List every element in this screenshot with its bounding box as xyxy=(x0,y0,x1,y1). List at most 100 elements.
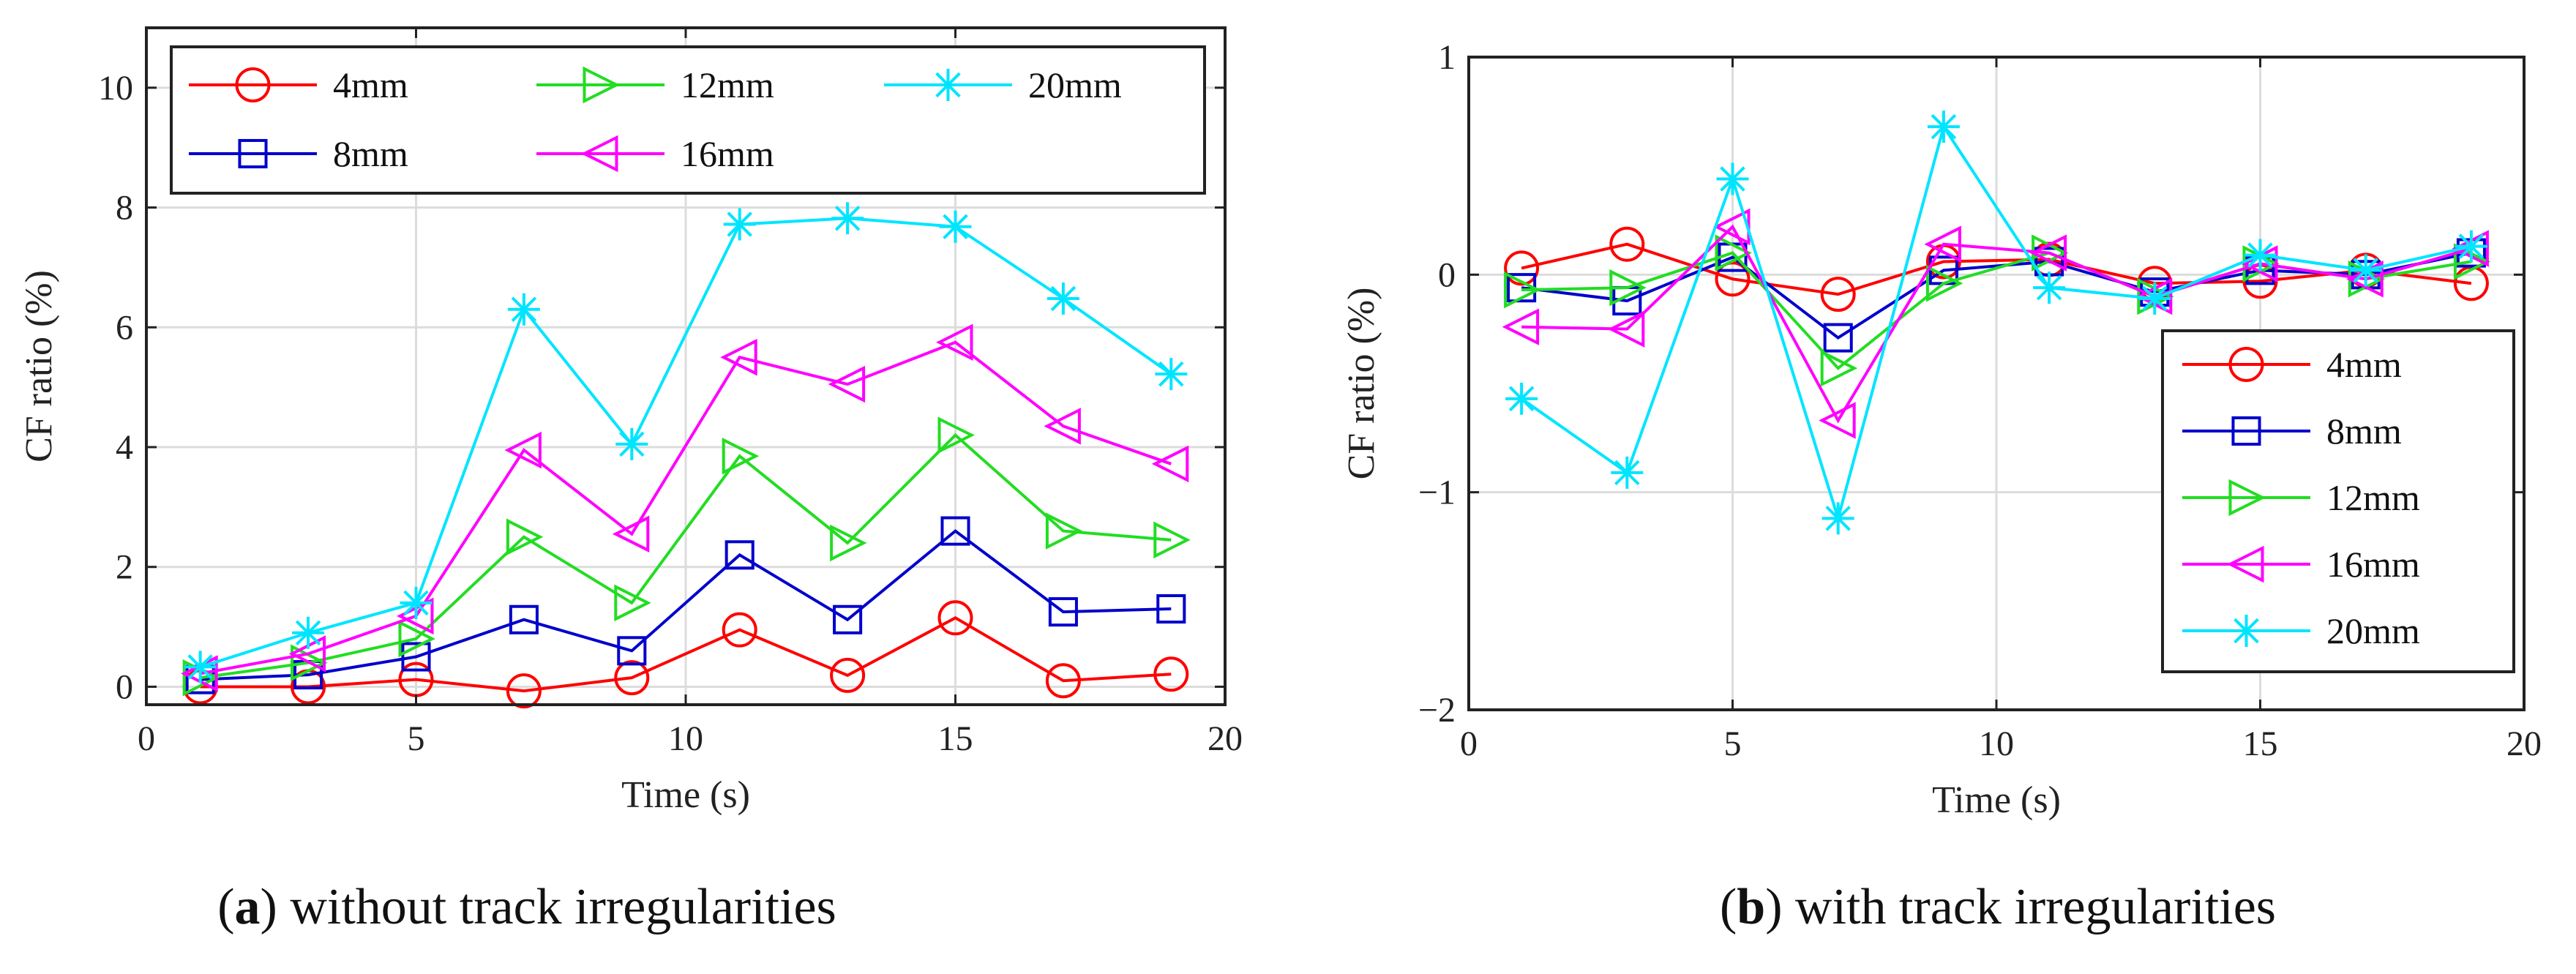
series-line-12mm xyxy=(200,432,1172,680)
data-point-4mm xyxy=(722,612,757,648)
data-point-8mm xyxy=(509,604,539,634)
data-point-4mm xyxy=(614,660,650,696)
data-point-20mm xyxy=(939,210,972,243)
y-tick-label: 1 xyxy=(1438,38,1456,77)
y-tick-label: −1 xyxy=(1418,473,1456,512)
legend: 4mm 8mm 12mm 16mm 20mm xyxy=(2161,329,2515,673)
x-axis-label: Time (s) xyxy=(621,774,750,816)
series-line-4mm xyxy=(1521,242,2472,296)
data-point-12mm xyxy=(830,524,867,562)
data-point-20mm xyxy=(400,586,433,619)
data-point-12mm xyxy=(614,584,651,622)
data-point-12mm xyxy=(1925,264,1963,302)
legend-label: 16mm xyxy=(2326,544,2420,585)
data-point-16mm xyxy=(1819,402,1856,439)
legend-box xyxy=(2161,329,2515,673)
data-point-12mm xyxy=(1820,349,1858,387)
legend-box xyxy=(170,45,1206,195)
data-point-12mm xyxy=(1715,234,1752,271)
legend-marker-8mm xyxy=(238,138,268,169)
legend-label: 4mm xyxy=(333,64,408,105)
data-point-20mm xyxy=(2349,254,2382,287)
data-point-8mm xyxy=(1156,593,1186,624)
data-point-20mm xyxy=(723,208,756,241)
data-point-8mm xyxy=(617,636,647,666)
data-point-16mm xyxy=(1924,225,1961,263)
x-tick-label: 20 xyxy=(2506,724,2542,763)
legend-marker-12mm xyxy=(583,66,620,104)
data-point-20mm xyxy=(1927,110,1960,143)
data-point-4mm xyxy=(937,600,973,636)
legend-marker-20mm xyxy=(932,69,965,101)
x-axis-label: Time (s) xyxy=(1932,779,2061,821)
chart-panel-a: 0 5 10 15 20 0 2 4 6 8 10 Time (s) CF ratio (%) 4mm 8m… xyxy=(18,26,1243,816)
data-point-4mm xyxy=(1045,663,1081,699)
data-point-16mm xyxy=(936,323,973,361)
series-line-16mm xyxy=(200,340,1172,675)
legend-marker-4mm xyxy=(2228,347,2264,382)
series-line-4mm xyxy=(200,616,1172,693)
legend: 4mm 8mm 12mm 16mm 20mm xyxy=(170,45,1206,195)
series-line-16mm xyxy=(1521,224,2472,424)
data-point-4mm xyxy=(1715,261,1751,297)
x-tick-label: 5 xyxy=(1724,724,1742,763)
data-point-4mm xyxy=(1820,277,1856,312)
y-tick-label: 10 xyxy=(98,69,133,108)
x-tick-label: 15 xyxy=(2243,724,2278,763)
legend-item-16mm: 16mm xyxy=(2182,544,2420,585)
series-line-20mm xyxy=(200,217,1172,669)
y-tick-label: 0 xyxy=(1438,255,1456,294)
legend-item-8mm: 8mm xyxy=(189,133,408,174)
data-point-16mm xyxy=(504,431,542,469)
data-point-12mm xyxy=(1504,271,1541,309)
legend-label: 4mm xyxy=(2326,344,2402,385)
data-point-16mm xyxy=(1044,408,1081,445)
data-point-20mm xyxy=(1505,382,1538,415)
y-tick-label: 0 xyxy=(116,667,133,706)
data-point-8mm xyxy=(940,516,970,546)
data-point-20mm xyxy=(2138,282,2171,315)
data-point-8mm xyxy=(724,540,755,570)
data-point-20mm xyxy=(292,616,325,649)
legend-item-12mm: 12mm xyxy=(536,64,774,105)
data-point-12mm xyxy=(1609,269,1647,307)
y-tick-label: 4 xyxy=(116,428,133,467)
legend-item-4mm: 4mm xyxy=(2182,344,2402,385)
legend-item-12mm: 12mm xyxy=(2182,477,2420,518)
data-point-4mm xyxy=(1504,250,1540,286)
series-line-8mm xyxy=(200,529,1172,681)
data-point-16mm xyxy=(1607,310,1645,348)
legend-item-4mm: 4mm xyxy=(189,64,408,105)
caption-b: (b) with track irregularities xyxy=(1720,879,2276,935)
data-point-4mm xyxy=(1153,656,1189,692)
legend-marker-16mm xyxy=(2227,545,2264,583)
x-tick-label: 10 xyxy=(1979,724,2014,763)
y-tick-label: 8 xyxy=(116,189,133,228)
data-point-12mm xyxy=(506,518,544,556)
x-tick-label: 0 xyxy=(1460,724,1478,763)
legend-marker-8mm xyxy=(2231,416,2261,446)
y-axis-label: CF ratio (%) xyxy=(1341,288,1382,480)
data-point-16mm xyxy=(1502,308,1540,345)
data-point-4mm xyxy=(506,673,542,709)
data-point-20mm xyxy=(2455,230,2487,263)
data-point-20mm xyxy=(1155,358,1188,391)
legend-item-16mm: 16mm xyxy=(536,133,774,174)
legend-label: 12mm xyxy=(681,64,774,105)
legend-label: 12mm xyxy=(2326,477,2420,518)
caption-a: (a) without track irregularities xyxy=(217,879,836,935)
data-point-4mm xyxy=(1609,226,1645,262)
series-line-20mm xyxy=(1520,123,2472,524)
data-point-16mm xyxy=(720,338,757,376)
data-point-16mm xyxy=(1151,445,1189,483)
data-point-20mm xyxy=(2244,239,2277,271)
legend-item-20mm: 20mm xyxy=(2182,610,2420,651)
legend-marker-12mm xyxy=(2228,479,2266,517)
x-tick-label: 10 xyxy=(668,719,703,758)
legend-label: 20mm xyxy=(1028,64,1122,105)
data-point-8mm xyxy=(401,642,431,672)
y-tick-label: 6 xyxy=(116,308,133,347)
data-point-12mm xyxy=(722,438,760,475)
legend-marker-16mm xyxy=(581,135,618,173)
